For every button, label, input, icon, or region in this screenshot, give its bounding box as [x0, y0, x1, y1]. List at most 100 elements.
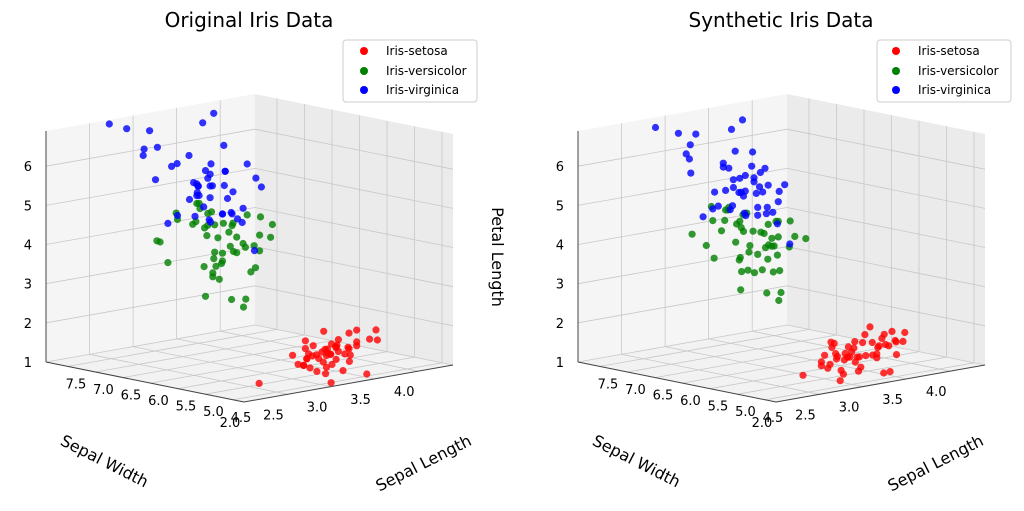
- data-point: [241, 243, 249, 251]
- data-point: [289, 351, 297, 359]
- data-point: [243, 211, 251, 219]
- data-point: [239, 303, 248, 311]
- data-point: [105, 120, 113, 128]
- data-point: [738, 268, 746, 276]
- data-point: [220, 181, 228, 190]
- data-point: [191, 212, 199, 220]
- scatter-points: [105, 109, 381, 387]
- data-point: [328, 360, 336, 369]
- data-point: [786, 240, 794, 248]
- data-point: [729, 183, 738, 192]
- data-point: [738, 116, 747, 124]
- data-point: [702, 241, 710, 250]
- data-point: [164, 219, 172, 227]
- data-point: [199, 119, 207, 127]
- data-point: [710, 254, 718, 262]
- data-point: [255, 379, 263, 387]
- data-point: [828, 343, 836, 352]
- legend-marker-versicolor: [892, 67, 900, 75]
- chart-title-original: Original Iris Data: [165, 8, 334, 32]
- data-point: [744, 266, 752, 274]
- data-point: [341, 350, 349, 358]
- data-point: [692, 130, 700, 138]
- data-point: [139, 151, 147, 160]
- data-point: [827, 338, 835, 346]
- data-point: [758, 266, 766, 274]
- data-point: [210, 255, 218, 263]
- data-point: [346, 351, 354, 359]
- data-point: [857, 363, 865, 371]
- data-point: [861, 331, 869, 339]
- data-point: [762, 210, 771, 218]
- data-point: [880, 369, 888, 377]
- data-point: [851, 358, 859, 366]
- gridline-z: [254, 207, 454, 248]
- gridline-z: [786, 246, 986, 288]
- data-point: [164, 259, 172, 267]
- data-point: [886, 368, 894, 376]
- data-point: [204, 174, 212, 182]
- y-tick-label: 3.0: [307, 401, 328, 416]
- x-tick-label: 4.5: [763, 411, 784, 426]
- gridline-z: [786, 285, 986, 327]
- data-point: [300, 361, 308, 369]
- data-point: [754, 203, 762, 211]
- legend-label-setosa: Iris-setosa: [386, 44, 448, 58]
- data-point: [233, 233, 241, 241]
- gridline-z: [254, 246, 454, 288]
- gridline-z: [45, 128, 256, 167]
- data-point: [776, 267, 784, 275]
- data-point: [764, 181, 772, 189]
- data-point: [699, 213, 707, 221]
- data-point: [344, 343, 352, 351]
- data-point: [218, 210, 227, 218]
- data-point: [736, 217, 744, 225]
- data-point: [761, 164, 769, 172]
- data-point: [674, 129, 683, 137]
- data-point: [763, 203, 771, 211]
- data-point: [318, 348, 326, 356]
- data-point: [363, 370, 371, 378]
- data-point: [173, 211, 182, 220]
- data-point: [755, 183, 764, 191]
- back-pane-right: [255, 94, 453, 365]
- back-pane-right: [787, 94, 985, 365]
- data-point: [754, 211, 762, 219]
- data-point: [322, 370, 330, 378]
- gridline-z: [254, 285, 454, 327]
- data-point: [739, 227, 748, 235]
- data-point: [837, 366, 845, 374]
- legend-label-setosa: Iris-setosa: [918, 44, 980, 58]
- data-point: [836, 377, 844, 385]
- z-tick-label: 3: [556, 278, 564, 293]
- data-point: [773, 220, 782, 228]
- data-point: [892, 351, 901, 359]
- gridline-z: [577, 285, 788, 324]
- y-tick-label: 4.0: [394, 385, 415, 400]
- data-point: [832, 355, 841, 363]
- data-point: [714, 202, 722, 210]
- data-point: [824, 364, 832, 372]
- data-point: [881, 340, 890, 349]
- data-point: [205, 216, 213, 224]
- gridline-z: [786, 128, 986, 170]
- data-point: [774, 198, 782, 206]
- gridline-z: [786, 168, 986, 209]
- data-point: [736, 174, 744, 182]
- data-point: [748, 162, 756, 170]
- data-point: [217, 259, 226, 268]
- data-point: [239, 204, 247, 212]
- series-iris-versicolor: [153, 199, 276, 311]
- data-point: [345, 357, 353, 365]
- data-point: [305, 350, 313, 358]
- data-point: [721, 216, 729, 224]
- data-point: [247, 268, 255, 276]
- data-point: [749, 227, 757, 235]
- x-tick-label: 5.0: [735, 405, 756, 420]
- data-point: [353, 338, 361, 346]
- data-point: [322, 363, 331, 371]
- data-point: [206, 182, 214, 190]
- series-iris-virginica: [651, 116, 794, 248]
- data-point: [192, 218, 200, 226]
